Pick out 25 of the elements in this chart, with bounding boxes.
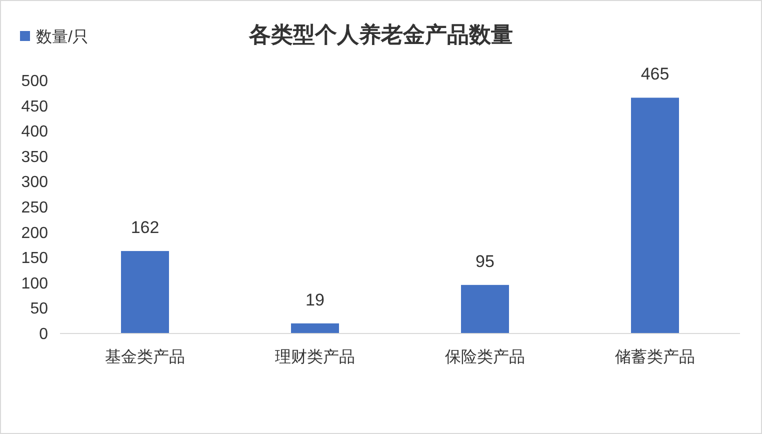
y-tick-label: 350 — [21, 148, 48, 166]
x-tick-label: 保险类产品 — [445, 348, 525, 366]
y-tick-label: 300 — [21, 174, 48, 192]
x-tick-label: 理财类产品 — [275, 348, 355, 366]
bar — [461, 284, 509, 333]
data-label: 95 — [476, 252, 494, 271]
data-label: 162 — [130, 218, 160, 238]
x-tick-label: 储蓄类产品 — [615, 348, 695, 366]
legend-label: 数量/只 — [36, 29, 88, 46]
y-tick-label: 150 — [21, 250, 48, 268]
bar — [631, 98, 679, 333]
x-tick-label: 基金类产品 — [105, 348, 185, 366]
y-tick-label: 500 — [21, 73, 48, 90]
chart-title: 各类型个人养老金产品数量 — [248, 22, 513, 47]
y-tick-label: 450 — [21, 98, 48, 116]
bar — [291, 323, 339, 333]
data-label: 465 — [640, 64, 670, 84]
y-tick-label: 250 — [21, 200, 48, 216]
data-label: 19 — [306, 290, 324, 310]
y-tick-label: 200 — [21, 224, 48, 242]
y-tick-label: 100 — [21, 275, 48, 292]
y-tick-label: 0 — [39, 326, 48, 343]
y-tick-label: 50 — [30, 300, 48, 318]
y-tick-label: 400 — [21, 124, 48, 141]
bar — [121, 251, 169, 333]
